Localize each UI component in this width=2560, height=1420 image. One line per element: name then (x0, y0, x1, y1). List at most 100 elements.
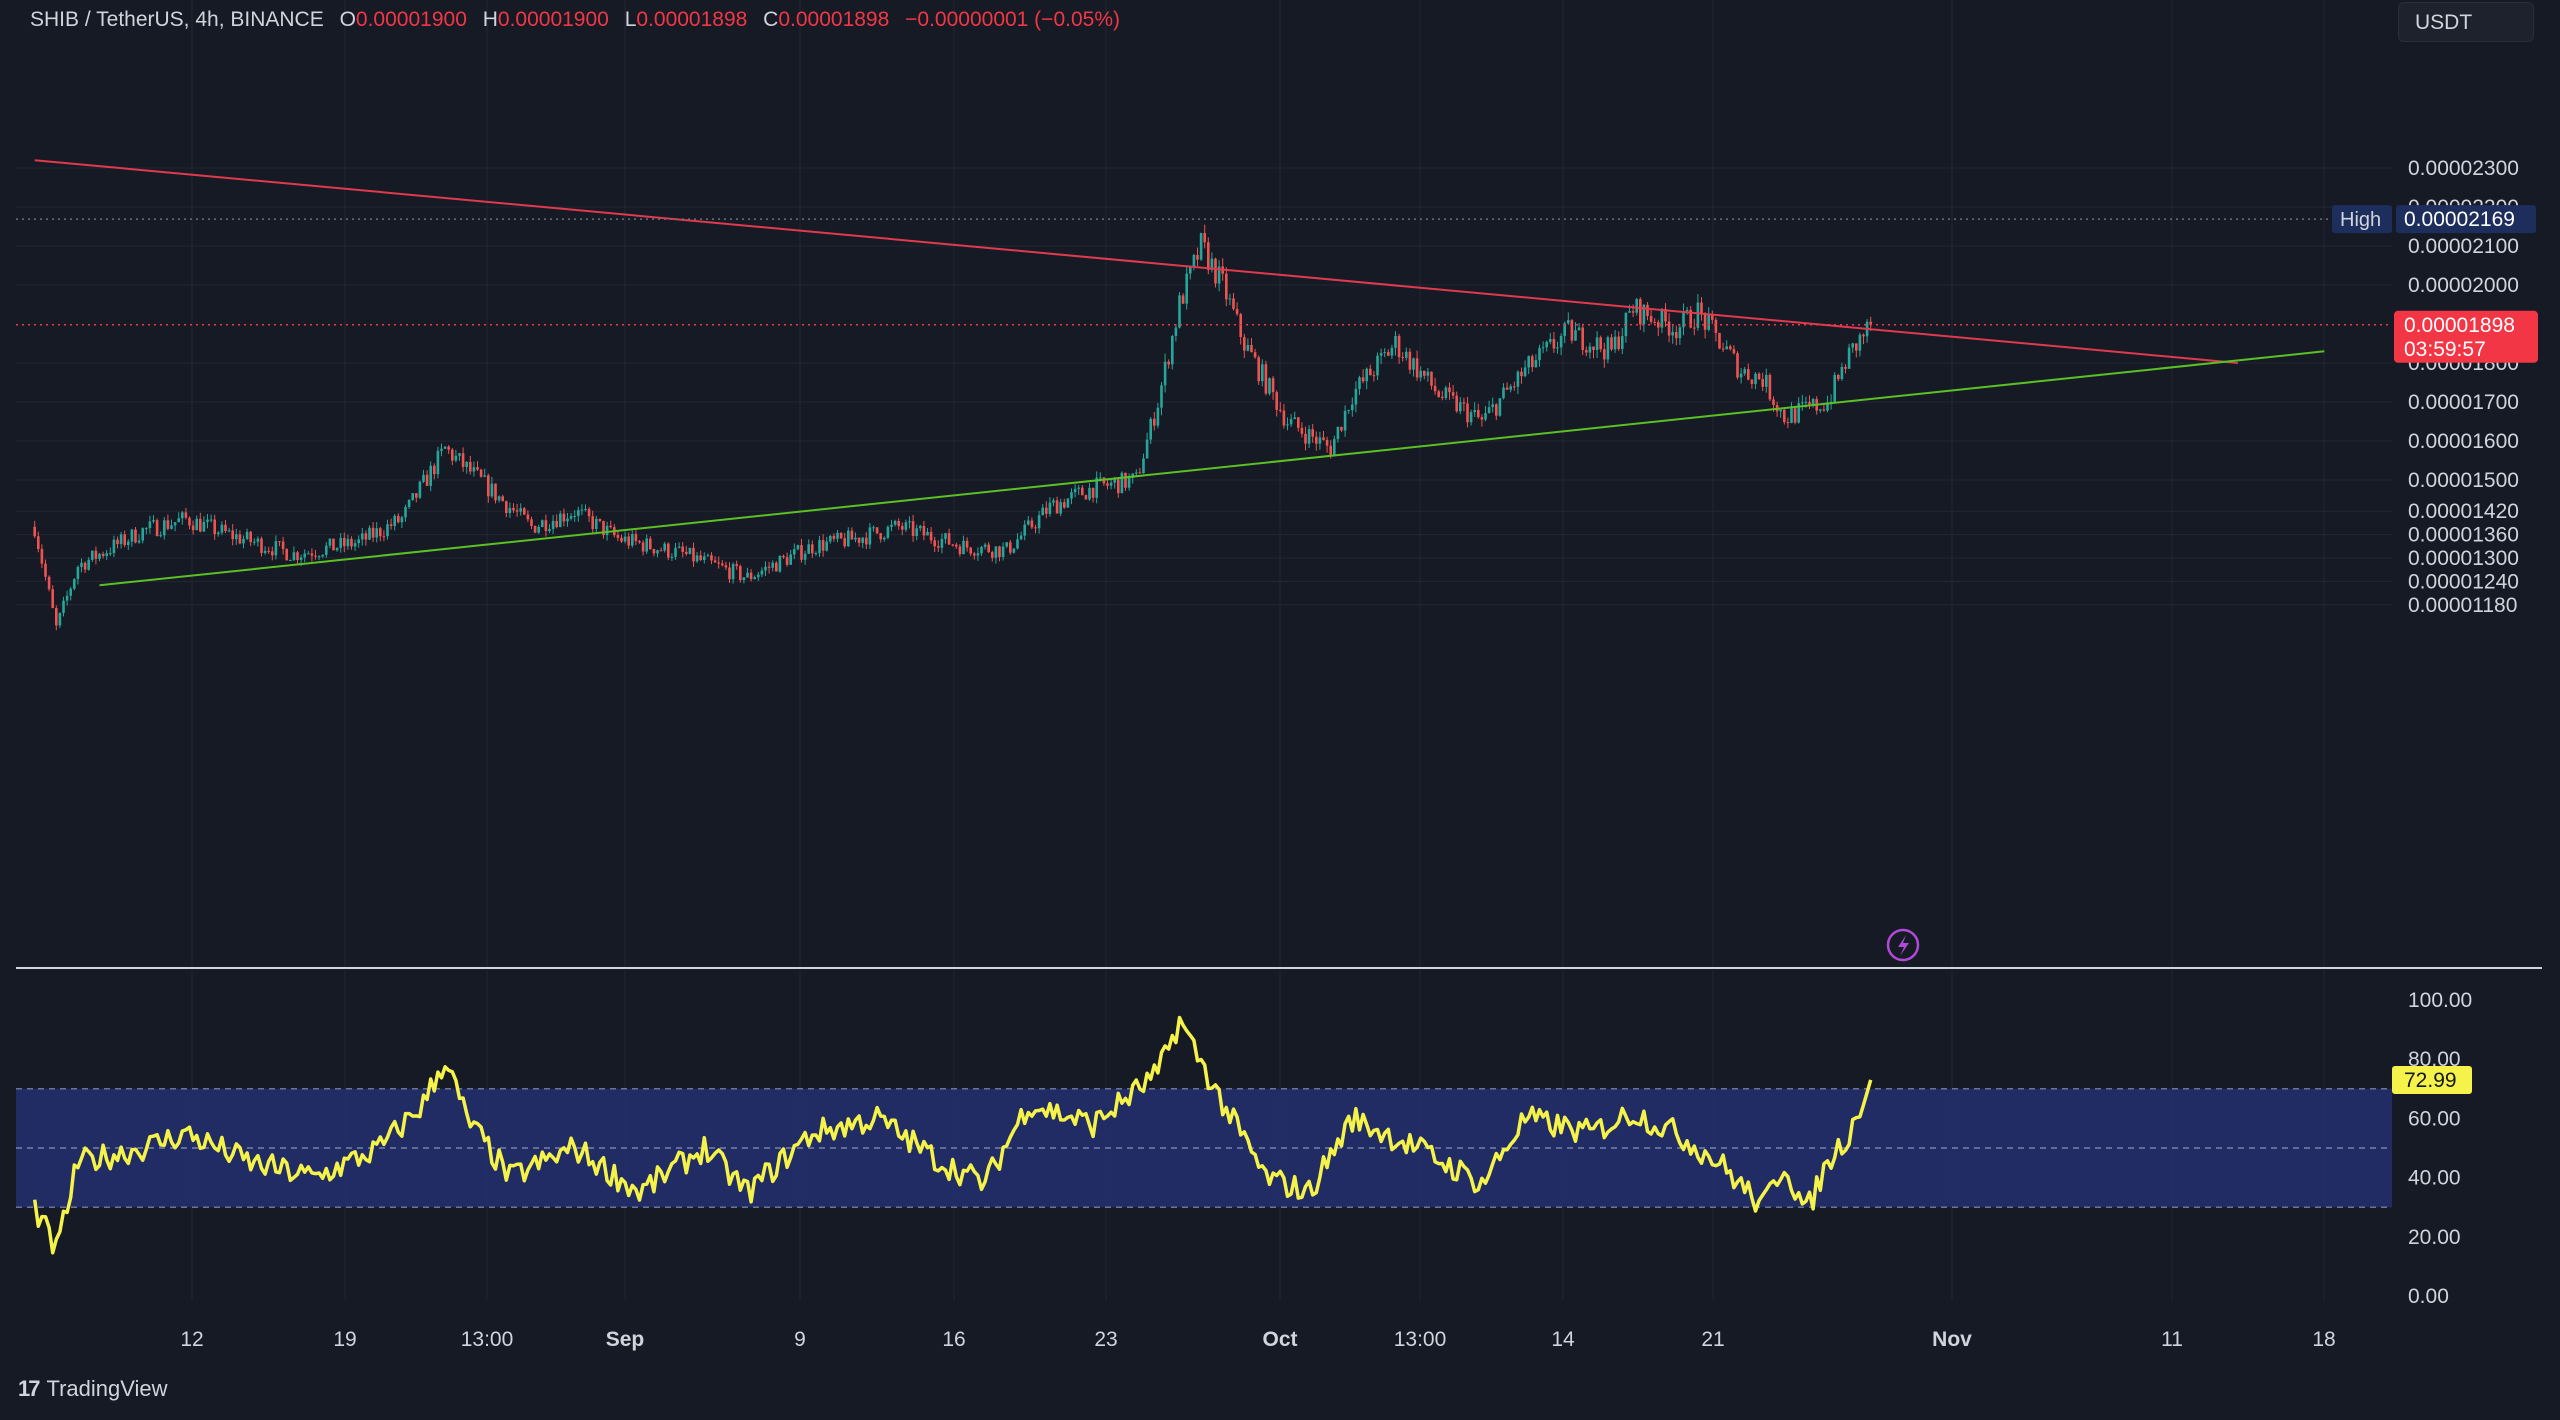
candle-down (1030, 520, 1034, 528)
candle-down (51, 589, 54, 608)
candle-up (235, 534, 238, 540)
candle-down (1361, 377, 1365, 382)
candle-up (1685, 309, 1689, 312)
symbol-legend[interactable]: SHIB / TetherUS, 4h, BINANCE O0.00001900… (30, 8, 1120, 32)
candle-down (1124, 472, 1127, 488)
candle-down (1271, 378, 1275, 393)
candle-up (1354, 388, 1358, 405)
candle-down (602, 520, 605, 536)
candle-down (821, 540, 825, 551)
candle-up (1545, 341, 1548, 348)
candle-up (1444, 387, 1448, 398)
candle-down (1437, 391, 1440, 397)
candle-down (1757, 373, 1761, 380)
candle-up (1660, 308, 1664, 328)
event-lightning-icon[interactable] (1886, 928, 1920, 962)
candle-up (1001, 546, 1005, 558)
candle-down (555, 520, 558, 528)
candle-up (551, 520, 555, 529)
candle-down (1235, 308, 1239, 315)
candle-up (170, 525, 173, 529)
time-tick-label: 13:00 (461, 1328, 514, 1351)
candle-up (289, 560, 292, 562)
candle-up (994, 546, 998, 558)
candle-up (1811, 399, 1815, 406)
candle-down (724, 565, 728, 568)
high-badge-label: High (2340, 209, 2381, 231)
candle-up (1491, 404, 1494, 408)
candle-down (1253, 352, 1257, 358)
candle-up (566, 518, 569, 522)
candle-up (1801, 402, 1804, 404)
candle-up (1833, 374, 1836, 402)
candle-up (65, 595, 69, 601)
candle-down (1325, 439, 1329, 446)
candle-down (832, 535, 836, 539)
candle-down (1750, 379, 1754, 384)
candle-up (1343, 410, 1347, 431)
candle-up (605, 525, 609, 536)
candle-up (436, 450, 440, 475)
candle-down (598, 518, 602, 521)
time-tick-label: 19 (333, 1328, 356, 1351)
price-axis[interactable]: 0.000023000.000022000.000021000.00002000… (2332, 157, 2538, 617)
low-value: 0.00001898 (636, 8, 748, 31)
candle-down (1675, 332, 1678, 339)
candle-up (1210, 258, 1214, 270)
currency-unit-selector[interactable]: USDT (2398, 2, 2534, 42)
candle-down (667, 543, 670, 558)
candle-down (533, 525, 537, 533)
candle-down (1552, 339, 1556, 349)
candle-down (526, 514, 530, 520)
candle-down (505, 501, 508, 513)
candle-down (1423, 370, 1426, 376)
candle-down (1531, 356, 1534, 368)
candle-up (1484, 413, 1487, 420)
candle-down (1592, 346, 1595, 351)
candle-up (1261, 364, 1264, 382)
symbol-title[interactable]: SHIB / TetherUS, 4h, BINANCE (30, 8, 324, 31)
candle-up (1847, 347, 1851, 369)
candle-up (141, 528, 144, 541)
candle-up (91, 550, 94, 560)
candle-down (1768, 374, 1772, 400)
candle-up (814, 553, 818, 555)
trendlines[interactable] (34, 159, 2325, 587)
candle-up (87, 559, 90, 570)
candle-down (1793, 408, 1797, 423)
time-tick-label: 9 (794, 1328, 806, 1351)
candle-up (771, 562, 774, 568)
candle-down (958, 546, 962, 555)
candle-up (577, 510, 580, 516)
candle-down (1297, 417, 1300, 428)
candle-down (659, 550, 663, 552)
candle-up (656, 550, 659, 554)
candle-down (620, 537, 623, 542)
candle-down (44, 563, 47, 577)
rsi-axis[interactable]: 100.00 80.00 60.00 40.00 20.00 0.00 72.99 (2392, 989, 2472, 1308)
support-trendline[interactable] (99, 350, 2325, 587)
candle-down (1603, 349, 1606, 360)
candle-down (397, 515, 400, 523)
high-label: H (482, 8, 498, 31)
open-value: 0.00001900 (355, 8, 467, 31)
candle-up (1365, 368, 1368, 382)
candle-up (335, 547, 339, 551)
candle-up (62, 600, 65, 613)
candlestick-series[interactable] (33, 224, 1872, 631)
rsi-band (16, 1088, 2392, 1208)
candle-up (926, 531, 929, 536)
candle-down (1732, 349, 1736, 354)
candle-down (1844, 366, 1847, 369)
tradingview-logo[interactable]: 17 TradingView (18, 1376, 168, 1402)
candle-up (292, 552, 296, 561)
candle-down (1282, 410, 1286, 426)
candle-down (1862, 334, 1865, 337)
resistance-trendline[interactable] (34, 159, 2238, 364)
time-axis[interactable]: 12 19 13:00 Sep 9 16 23 Oct 13:00 14 21 Nov 11 18 (180, 1328, 2335, 1351)
candle-up (940, 538, 944, 548)
candle-up (1185, 273, 1188, 304)
candle-down (1837, 374, 1840, 380)
candle-up (346, 538, 350, 547)
